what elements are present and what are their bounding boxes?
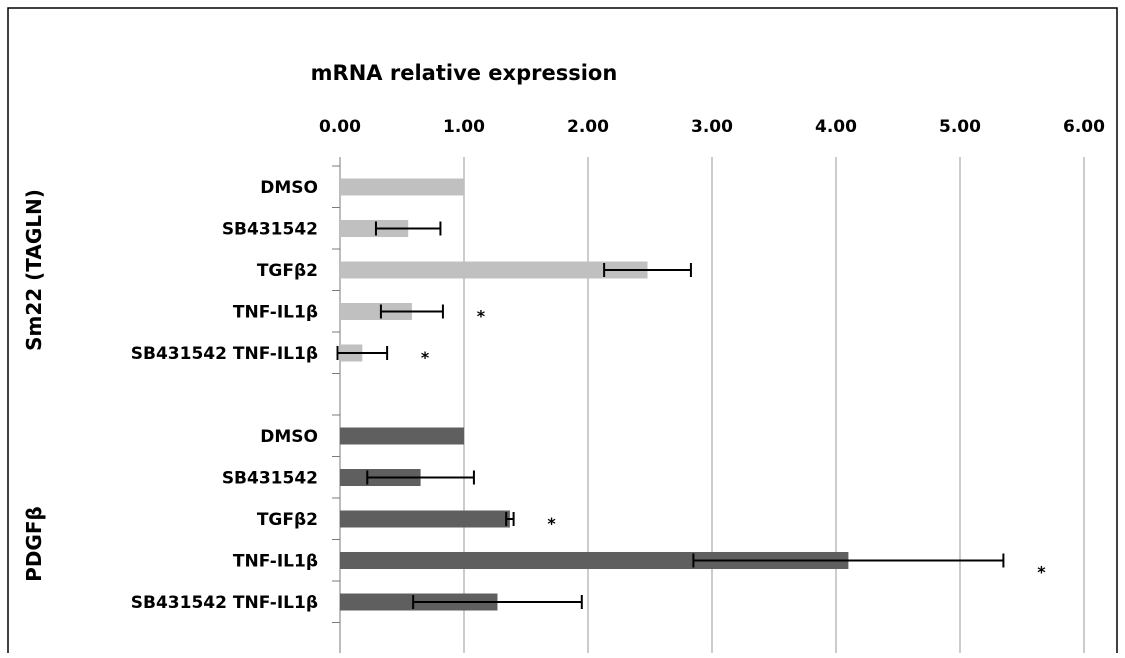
x-tick-labels: 0.00 1.00 2.00 3.00 4.00 5.00 6.00: [319, 117, 1105, 137]
category-label: SB431542: [222, 220, 318, 240]
category-label: TGFβ2: [257, 510, 318, 530]
group-label: PDGFβ: [22, 506, 46, 582]
significance-marker: *: [1037, 563, 1046, 582]
x-tick-label: 4.00: [815, 117, 857, 137]
x-tick-label: 5.00: [939, 117, 981, 137]
chart-frame: [7, 7, 1118, 658]
category-label: TGFβ2: [257, 261, 318, 281]
category-label: SB431542 TNF-IL1β: [131, 344, 318, 364]
bars: * * * *: [336, 178, 1046, 611]
gridlines: [332, 157, 1085, 653]
category-label: TNF-IL1β: [233, 303, 318, 323]
category-label: SB431542: [222, 469, 318, 489]
bar: [340, 303, 412, 320]
bar: [340, 510, 510, 528]
significance-marker: *: [477, 307, 486, 326]
category-label: DMSO: [260, 427, 318, 447]
category-label: SB431542 TNF-IL1β: [131, 593, 318, 613]
significance-marker: *: [421, 348, 430, 367]
bar: [340, 552, 849, 569]
category-label: TNF-IL1β: [233, 552, 318, 572]
category-label: DMSO: [260, 178, 318, 198]
category-labels: DMSO SB431542 TGFβ2 TNF-IL1β SB431542 TNF-IL…: [22, 178, 318, 613]
x-tick-label: 3.00: [691, 117, 733, 137]
bar: [340, 178, 464, 196]
x-tick-label: 2.00: [567, 117, 609, 137]
x-tick-label: 6.00: [1063, 117, 1105, 137]
bar: [340, 220, 409, 237]
bar: [340, 427, 464, 445]
chart-title: mRNA relative expression: [311, 61, 618, 85]
significance-marker: *: [547, 514, 556, 533]
bar: [340, 261, 648, 279]
x-tick-label: 0.00: [319, 117, 361, 137]
group-label: Sm22 (TAGLN): [22, 189, 46, 351]
x-tick-label: 1.00: [443, 117, 485, 137]
